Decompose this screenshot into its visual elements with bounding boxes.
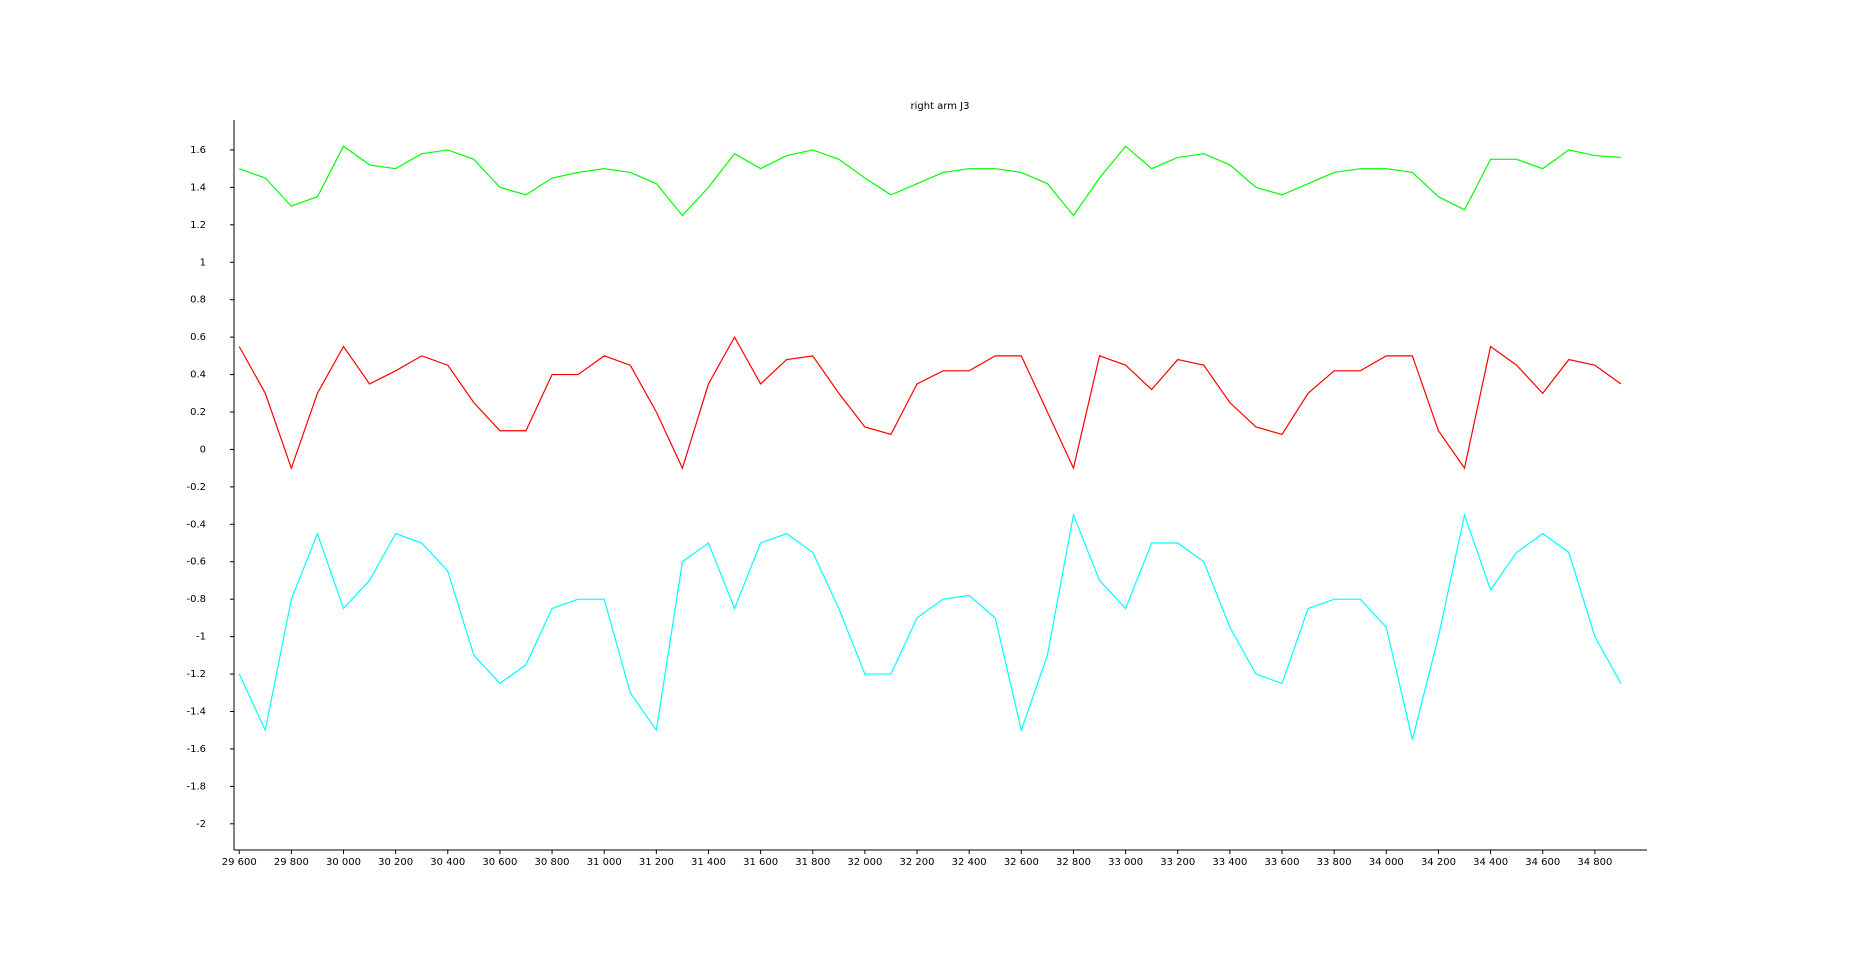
x-tick-label: 32 800 xyxy=(1056,857,1091,868)
y-tick-label: 1.4 xyxy=(190,182,206,193)
x-tick-label: 34 400 xyxy=(1473,857,1508,868)
y-tick-label: 1.6 xyxy=(190,145,206,156)
x-tick-label: 34 000 xyxy=(1369,857,1404,868)
x-tick-label: 30 000 xyxy=(326,857,361,868)
y-tick-label: -1 xyxy=(196,632,206,643)
y-tick-label: 0.6 xyxy=(190,332,206,343)
x-tick-label: 33 600 xyxy=(1265,857,1300,868)
y-tick-label: -0.4 xyxy=(186,519,206,530)
x-tick-label: 32 600 xyxy=(1004,857,1039,868)
y-tick-label: 0.8 xyxy=(190,295,206,306)
data-line xyxy=(238,512,1622,740)
y-tick-label: 0 xyxy=(200,444,206,455)
x-tick-label: 33 000 xyxy=(1108,857,1143,868)
x-tick-label: 29 800 xyxy=(274,857,309,868)
chart-title: right arm J3 xyxy=(911,101,970,112)
x-tick-label: 32 000 xyxy=(847,857,882,868)
y-tick-label: 1 xyxy=(200,257,206,268)
x-tick-label: 32 400 xyxy=(952,857,987,868)
y-tick-label: -1.2 xyxy=(186,669,206,680)
x-tick-label: 30 800 xyxy=(535,857,570,868)
x-tick-label: 34 200 xyxy=(1421,857,1456,868)
y-tick-label: -0.6 xyxy=(186,557,206,568)
x-tick-label: 30 200 xyxy=(378,857,413,868)
x-tick-label: 34 600 xyxy=(1525,857,1560,868)
y-tick-label: -1.4 xyxy=(186,706,206,717)
y-tick-label: -0.2 xyxy=(186,482,206,493)
x-tick-label: 30 400 xyxy=(430,857,465,868)
x-tick-label: 31 600 xyxy=(743,857,778,868)
x-tick-label: 33 800 xyxy=(1317,857,1352,868)
x-tick-label: 34 800 xyxy=(1577,857,1612,868)
y-tick-label: -0.8 xyxy=(186,594,206,605)
x-tick-label: 29 600 xyxy=(222,857,257,868)
y-tick-label: 0.4 xyxy=(190,370,206,381)
x-tick-label: 33 200 xyxy=(1160,857,1195,868)
x-tick-label: 31 000 xyxy=(587,857,622,868)
x-tick-label: 30 600 xyxy=(482,857,517,868)
data-line xyxy=(239,145,1621,217)
x-tick-label: 31 800 xyxy=(795,857,830,868)
x-tick-label: 31 200 xyxy=(639,857,674,868)
x-tick-label: 33 400 xyxy=(1212,857,1247,868)
y-tick-label: -1.8 xyxy=(186,781,206,792)
x-tick-label: 32 200 xyxy=(900,857,935,868)
y-tick-label: -2 xyxy=(196,819,206,830)
x-tick-label: 31 400 xyxy=(691,857,726,868)
y-tick-label: 0.2 xyxy=(190,407,206,418)
data-line xyxy=(238,335,1622,470)
y-tick-label: 1.2 xyxy=(190,220,206,231)
y-tick-label: -1.6 xyxy=(186,744,206,755)
